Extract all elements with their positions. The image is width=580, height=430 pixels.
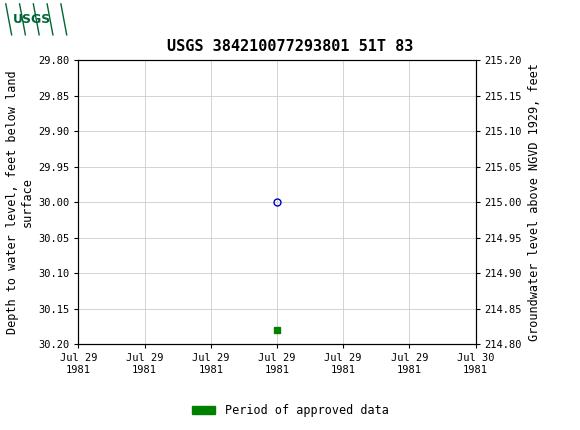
FancyBboxPatch shape [6,4,64,35]
Text: USGS: USGS [13,13,51,26]
Text: USGS: USGS [81,10,141,29]
Y-axis label: Depth to water level, feet below land
surface: Depth to water level, feet below land su… [6,70,34,334]
Text: USGS 384210077293801 51T 83: USGS 384210077293801 51T 83 [167,39,413,54]
Legend: Period of approved data: Period of approved data [187,399,393,422]
Y-axis label: Groundwater level above NGVD 1929, feet: Groundwater level above NGVD 1929, feet [528,63,541,341]
